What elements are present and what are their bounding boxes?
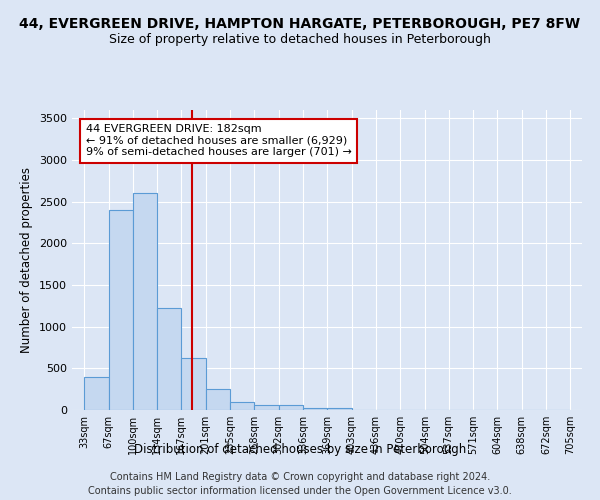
Bar bbox=[133, 194, 157, 410]
Bar bbox=[254, 406, 279, 410]
Text: Contains public sector information licensed under the Open Government Licence v3: Contains public sector information licen… bbox=[88, 486, 512, 496]
Bar bbox=[304, 408, 327, 410]
Bar bbox=[327, 408, 352, 410]
Y-axis label: Number of detached properties: Number of detached properties bbox=[20, 167, 34, 353]
Text: 44 EVERGREEN DRIVE: 182sqm
← 91% of detached houses are smaller (6,929)
9% of se: 44 EVERGREEN DRIVE: 182sqm ← 91% of deta… bbox=[86, 124, 352, 158]
Bar bbox=[109, 210, 133, 410]
Bar bbox=[181, 358, 206, 410]
Text: Contains HM Land Registry data © Crown copyright and database right 2024.: Contains HM Land Registry data © Crown c… bbox=[110, 472, 490, 482]
Bar bbox=[279, 406, 304, 410]
Text: Size of property relative to detached houses in Peterborough: Size of property relative to detached ho… bbox=[109, 32, 491, 46]
Bar bbox=[230, 402, 254, 410]
Bar bbox=[206, 389, 230, 410]
Bar bbox=[84, 376, 109, 410]
Text: 44, EVERGREEN DRIVE, HAMPTON HARGATE, PETERBOROUGH, PE7 8FW: 44, EVERGREEN DRIVE, HAMPTON HARGATE, PE… bbox=[19, 18, 581, 32]
Bar bbox=[157, 308, 181, 410]
Text: Distribution of detached houses by size in Peterborough: Distribution of detached houses by size … bbox=[134, 442, 466, 456]
